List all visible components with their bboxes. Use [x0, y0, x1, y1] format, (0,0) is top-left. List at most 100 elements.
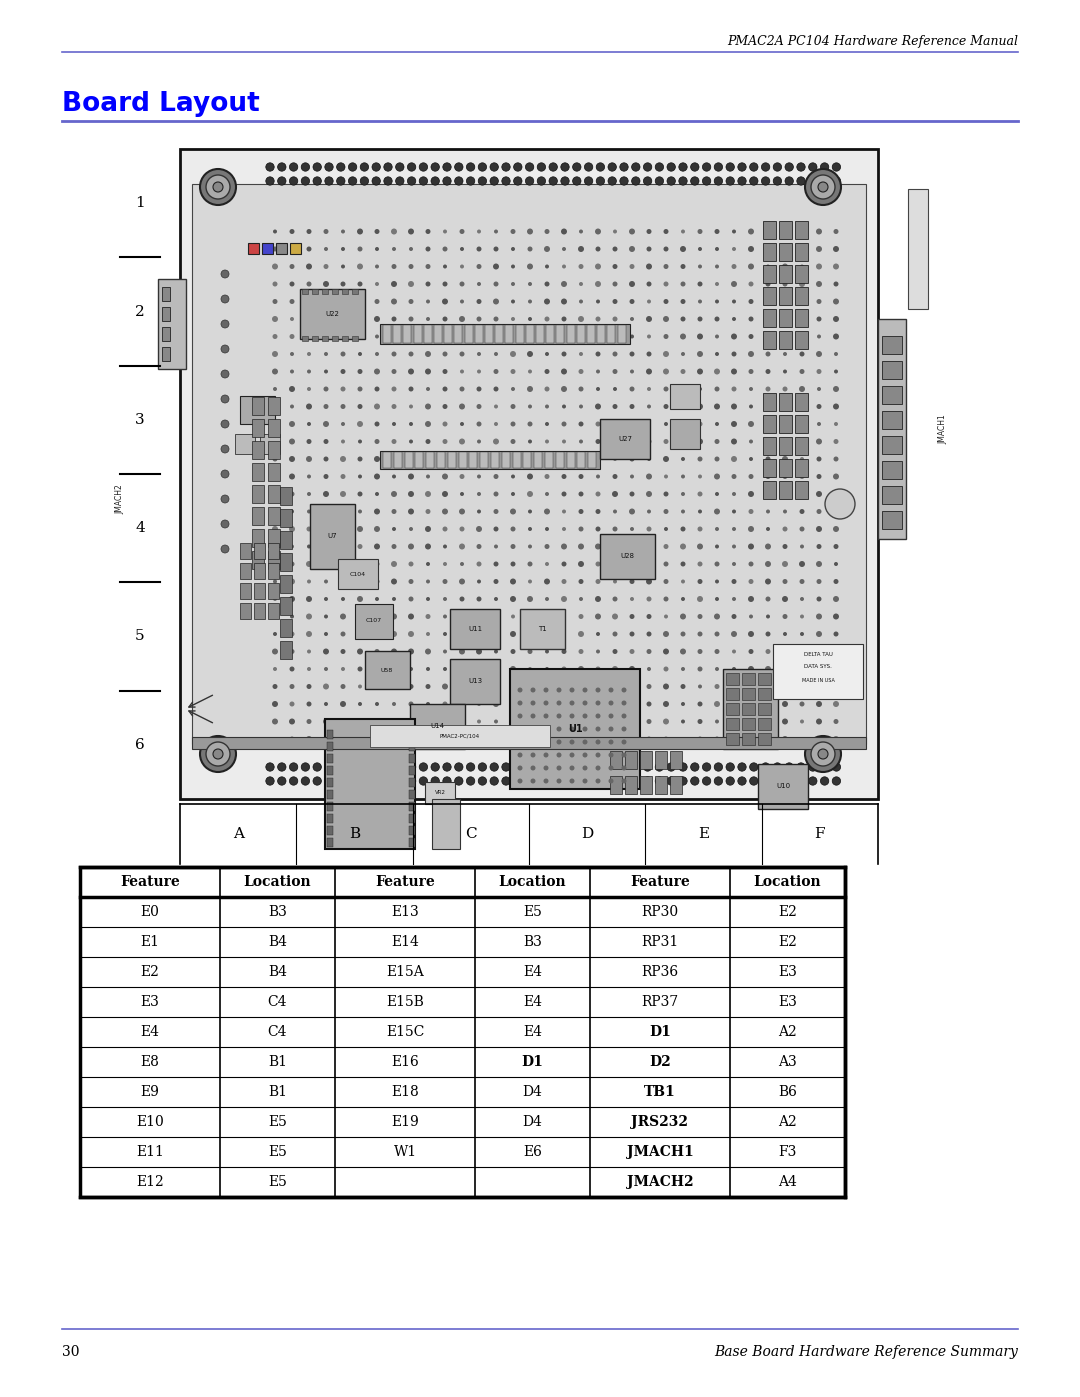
Bar: [268, 441, 280, 460]
Circle shape: [301, 177, 310, 186]
Text: E12: E12: [136, 1175, 164, 1189]
Circle shape: [426, 299, 430, 303]
Circle shape: [647, 422, 651, 426]
Circle shape: [579, 492, 583, 496]
Circle shape: [766, 474, 770, 479]
Circle shape: [799, 527, 805, 531]
Circle shape: [443, 562, 447, 566]
Circle shape: [476, 404, 482, 409]
Circle shape: [341, 510, 345, 514]
Circle shape: [511, 736, 515, 742]
Circle shape: [595, 718, 600, 725]
Circle shape: [545, 597, 549, 601]
Circle shape: [323, 490, 329, 497]
Circle shape: [511, 334, 515, 339]
Circle shape: [664, 615, 669, 619]
Circle shape: [766, 317, 770, 321]
Circle shape: [782, 264, 788, 270]
Circle shape: [698, 422, 702, 426]
Circle shape: [748, 264, 754, 270]
Bar: [352, 289, 357, 293]
Bar: [434, 326, 442, 344]
Bar: [773, 644, 863, 698]
Circle shape: [476, 543, 482, 549]
Circle shape: [273, 387, 276, 391]
Circle shape: [431, 777, 440, 785]
Circle shape: [544, 299, 550, 305]
Circle shape: [731, 387, 737, 391]
Circle shape: [584, 777, 593, 785]
Bar: [795, 286, 808, 305]
Circle shape: [527, 386, 534, 393]
Bar: [742, 718, 755, 731]
Circle shape: [816, 299, 822, 305]
Circle shape: [750, 387, 753, 391]
Circle shape: [714, 404, 720, 409]
Circle shape: [748, 578, 754, 584]
Bar: [252, 462, 264, 481]
Circle shape: [395, 177, 404, 186]
Circle shape: [834, 439, 838, 444]
Bar: [162, 327, 170, 341]
Text: E5: E5: [268, 1175, 287, 1189]
Circle shape: [426, 648, 431, 655]
Circle shape: [698, 282, 702, 286]
Circle shape: [782, 562, 788, 567]
Circle shape: [715, 334, 719, 338]
Circle shape: [528, 666, 532, 671]
Circle shape: [477, 510, 481, 514]
Circle shape: [266, 763, 274, 771]
Circle shape: [612, 317, 618, 321]
Circle shape: [680, 246, 686, 251]
Circle shape: [799, 420, 805, 427]
Circle shape: [272, 648, 278, 655]
Circle shape: [443, 246, 447, 251]
Bar: [795, 309, 808, 327]
Circle shape: [357, 299, 362, 303]
Circle shape: [680, 543, 686, 549]
Circle shape: [562, 510, 566, 514]
Circle shape: [646, 578, 652, 584]
Circle shape: [697, 597, 703, 602]
Circle shape: [544, 509, 550, 514]
Circle shape: [833, 404, 839, 409]
Circle shape: [383, 177, 392, 186]
Circle shape: [391, 666, 397, 672]
Bar: [409, 802, 415, 812]
Circle shape: [773, 177, 782, 186]
Circle shape: [272, 490, 278, 497]
Circle shape: [816, 666, 821, 671]
Circle shape: [647, 510, 651, 514]
Circle shape: [443, 177, 451, 186]
Circle shape: [459, 631, 464, 637]
Bar: [723, 669, 778, 749]
Circle shape: [595, 439, 600, 444]
Circle shape: [467, 163, 475, 172]
Circle shape: [582, 726, 588, 732]
Circle shape: [221, 395, 229, 402]
Circle shape: [273, 580, 276, 584]
Bar: [268, 462, 280, 481]
Circle shape: [667, 177, 675, 186]
Circle shape: [556, 778, 562, 784]
Circle shape: [375, 631, 379, 637]
Circle shape: [545, 703, 549, 705]
Circle shape: [715, 299, 719, 303]
Circle shape: [630, 545, 634, 549]
Circle shape: [408, 317, 414, 321]
Circle shape: [517, 714, 523, 718]
Circle shape: [375, 334, 379, 338]
Circle shape: [544, 229, 550, 235]
Circle shape: [340, 352, 346, 356]
Circle shape: [562, 440, 566, 443]
Circle shape: [582, 687, 588, 693]
Circle shape: [766, 510, 770, 514]
Circle shape: [761, 777, 770, 785]
Circle shape: [582, 700, 588, 705]
Circle shape: [527, 490, 534, 497]
Circle shape: [630, 578, 635, 584]
Bar: [409, 731, 415, 739]
Circle shape: [647, 719, 651, 724]
Circle shape: [748, 229, 754, 235]
Circle shape: [525, 177, 534, 186]
